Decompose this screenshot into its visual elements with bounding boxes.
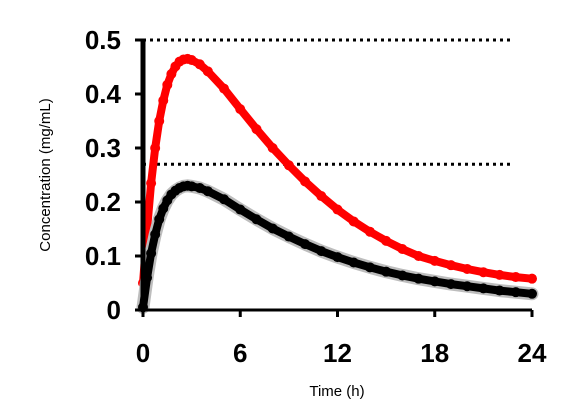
y-tick-label: 0 <box>107 295 121 325</box>
series-1-point <box>251 214 262 225</box>
x-tick-label: 0 <box>136 338 150 368</box>
series-0-point <box>202 66 213 77</box>
series-0-point <box>267 143 278 153</box>
series-0-point <box>300 176 311 187</box>
series-1-line <box>139 181 536 312</box>
series-1-point <box>202 186 213 197</box>
y-axis-title: Concentration (mg/mL) <box>37 98 54 251</box>
series-0-point <box>381 235 392 246</box>
y-tick-label: 0.4 <box>85 79 122 109</box>
x-tick-label: 24 <box>518 338 547 368</box>
series-0-point <box>445 260 456 271</box>
series-1-point <box>219 194 230 205</box>
series-0-point <box>146 178 157 189</box>
series-0-point <box>429 255 440 266</box>
series-1-point <box>445 279 456 290</box>
series-0-point <box>413 251 424 261</box>
series-1-point <box>267 223 278 234</box>
series-0-point <box>494 269 505 280</box>
series-0-point <box>162 79 173 90</box>
series-1-point <box>186 181 197 192</box>
y-tick-label: 0.2 <box>85 187 121 217</box>
series-0-point <box>364 226 375 237</box>
series-1-point <box>478 283 489 294</box>
series-layer <box>136 53 539 314</box>
series-1-point <box>462 281 473 292</box>
x-tick-label: 6 <box>233 338 247 368</box>
series-1-point <box>332 252 343 263</box>
y-tick-label: 0.5 <box>85 25 121 55</box>
series-0-point <box>462 263 473 274</box>
series-1-point <box>235 204 246 215</box>
x-tick-label: 18 <box>420 338 449 368</box>
reference-lines <box>143 38 512 166</box>
series-0 <box>138 53 537 288</box>
series-0-point <box>150 143 161 153</box>
series-1-point <box>429 276 440 287</box>
series-0-point <box>283 160 294 171</box>
series-0-point <box>397 243 408 254</box>
series-0-point <box>194 59 205 70</box>
series-0-point <box>332 204 343 215</box>
series-1-point <box>397 270 408 281</box>
series-1-point <box>316 246 327 257</box>
series-1-point <box>154 214 165 225</box>
series-0-point <box>219 83 230 94</box>
series-0-point <box>478 267 489 278</box>
series-0-point <box>154 116 165 126</box>
series-0-point <box>316 191 327 202</box>
series-1-point <box>283 231 294 242</box>
series-0-line <box>139 54 536 287</box>
series-0-point <box>348 216 359 227</box>
series-0-point <box>166 69 177 80</box>
series-1-point <box>146 248 157 259</box>
series-0-point <box>510 272 521 283</box>
y-tick-label: 0.3 <box>85 133 121 163</box>
series-1-point <box>413 273 424 284</box>
series-1-point <box>527 288 537 299</box>
series-1-point <box>348 257 359 268</box>
x-tick-label: 12 <box>323 338 352 368</box>
x-axis-title: Time (h) <box>309 383 364 400</box>
y-tick-label: 0.1 <box>85 241 121 271</box>
series-0-point <box>527 273 537 284</box>
series-1-point <box>150 229 161 240</box>
ticks: 0 6 12 18 24 0 0.1 0.2 0.3 0.4 0.5 <box>85 25 547 368</box>
series-1-point <box>364 262 375 273</box>
series-1-point <box>381 266 392 277</box>
series-1-point <box>300 239 311 250</box>
series-1-point <box>194 182 205 193</box>
series-1 <box>136 179 539 314</box>
series-1-point <box>494 285 505 296</box>
series-0-point <box>235 104 246 115</box>
series-1-point <box>158 203 169 214</box>
series-0-point <box>158 95 169 106</box>
series-0-point <box>251 124 262 135</box>
series-1-point <box>510 287 521 298</box>
series-0-point <box>186 54 197 65</box>
